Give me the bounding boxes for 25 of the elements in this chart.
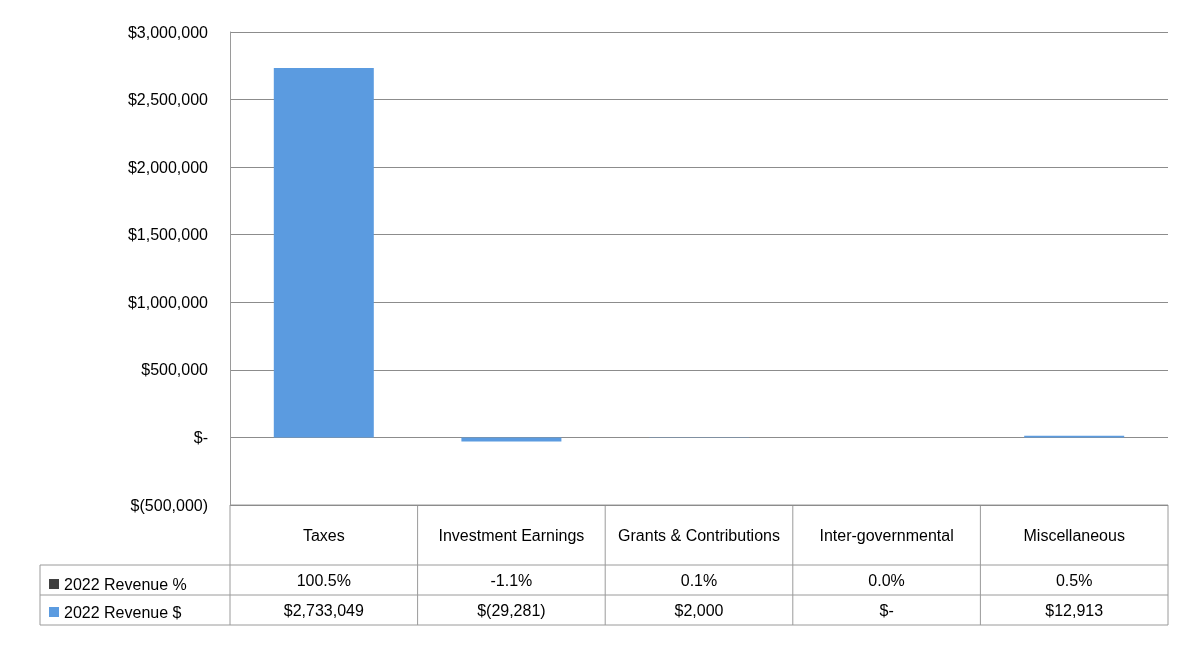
data-label: 100.5% bbox=[296, 571, 351, 589]
data-label: 0.0% bbox=[868, 571, 905, 589]
x-tick-label: Miscellaneous bbox=[1023, 526, 1125, 544]
data-label: -1.1% bbox=[490, 571, 533, 589]
y-tick-label: $(500,000) bbox=[130, 496, 208, 514]
data-label: $2,733,049 bbox=[283, 601, 364, 619]
data-label: $2,000 bbox=[674, 601, 724, 619]
x-tick-label: Taxes bbox=[302, 526, 345, 544]
data-label: $12,913 bbox=[1045, 601, 1104, 619]
x-tick-label: Investment Earnings bbox=[438, 526, 585, 544]
y-tick-label: $2,500,000 bbox=[127, 91, 209, 109]
data-label: $- bbox=[879, 601, 894, 619]
y-tick-label: $500,000 bbox=[141, 361, 209, 379]
x-tick-label: Grants & Contributions bbox=[618, 526, 780, 544]
data-label: 0.1% bbox=[680, 571, 718, 589]
y-tick-label: $2,000,000 bbox=[127, 158, 209, 176]
y-tick-label: $1,000,000 bbox=[127, 293, 209, 311]
y-tick-label: $1,500,000 bbox=[127, 226, 209, 244]
data-label: $(29,281) bbox=[477, 601, 546, 619]
y-tick-label: $3,000,000 bbox=[127, 23, 209, 41]
legend-label: 2022 Revenue % bbox=[64, 575, 187, 593]
data-label: 0.5% bbox=[1055, 571, 1093, 589]
y-tick-label: $- bbox=[193, 428, 208, 446]
legend-label: 2022 Revenue $ bbox=[64, 603, 182, 621]
x-tick-label: Inter-governmental bbox=[819, 526, 954, 544]
